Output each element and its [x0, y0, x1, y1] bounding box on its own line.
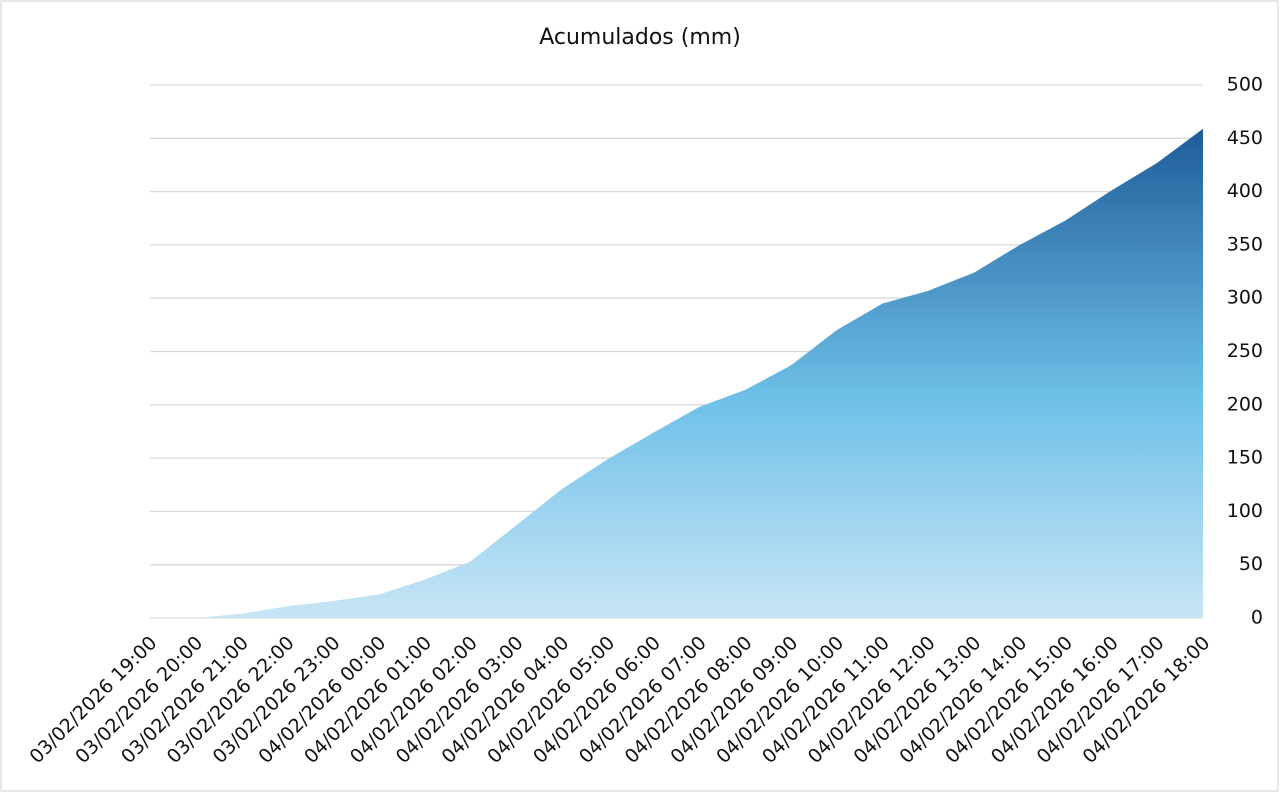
area — [150, 128, 1203, 618]
y-tick-label: 500 — [1227, 74, 1263, 96]
y-tick-label: 150 — [1227, 447, 1263, 469]
y-tick-label: 200 — [1227, 393, 1263, 415]
y-tick-label: 300 — [1227, 287, 1263, 309]
y-tick-label: 250 — [1227, 340, 1263, 362]
y-tick-label: 50 — [1239, 553, 1263, 575]
y-tick-label: 400 — [1227, 180, 1263, 202]
y-tick-label: 350 — [1227, 233, 1263, 255]
y-tick-label: 0 — [1251, 607, 1263, 629]
y-tick-label: 100 — [1227, 500, 1263, 522]
y-tick-label: 450 — [1227, 127, 1263, 149]
chart-title: Acumulados (mm) — [539, 25, 741, 50]
